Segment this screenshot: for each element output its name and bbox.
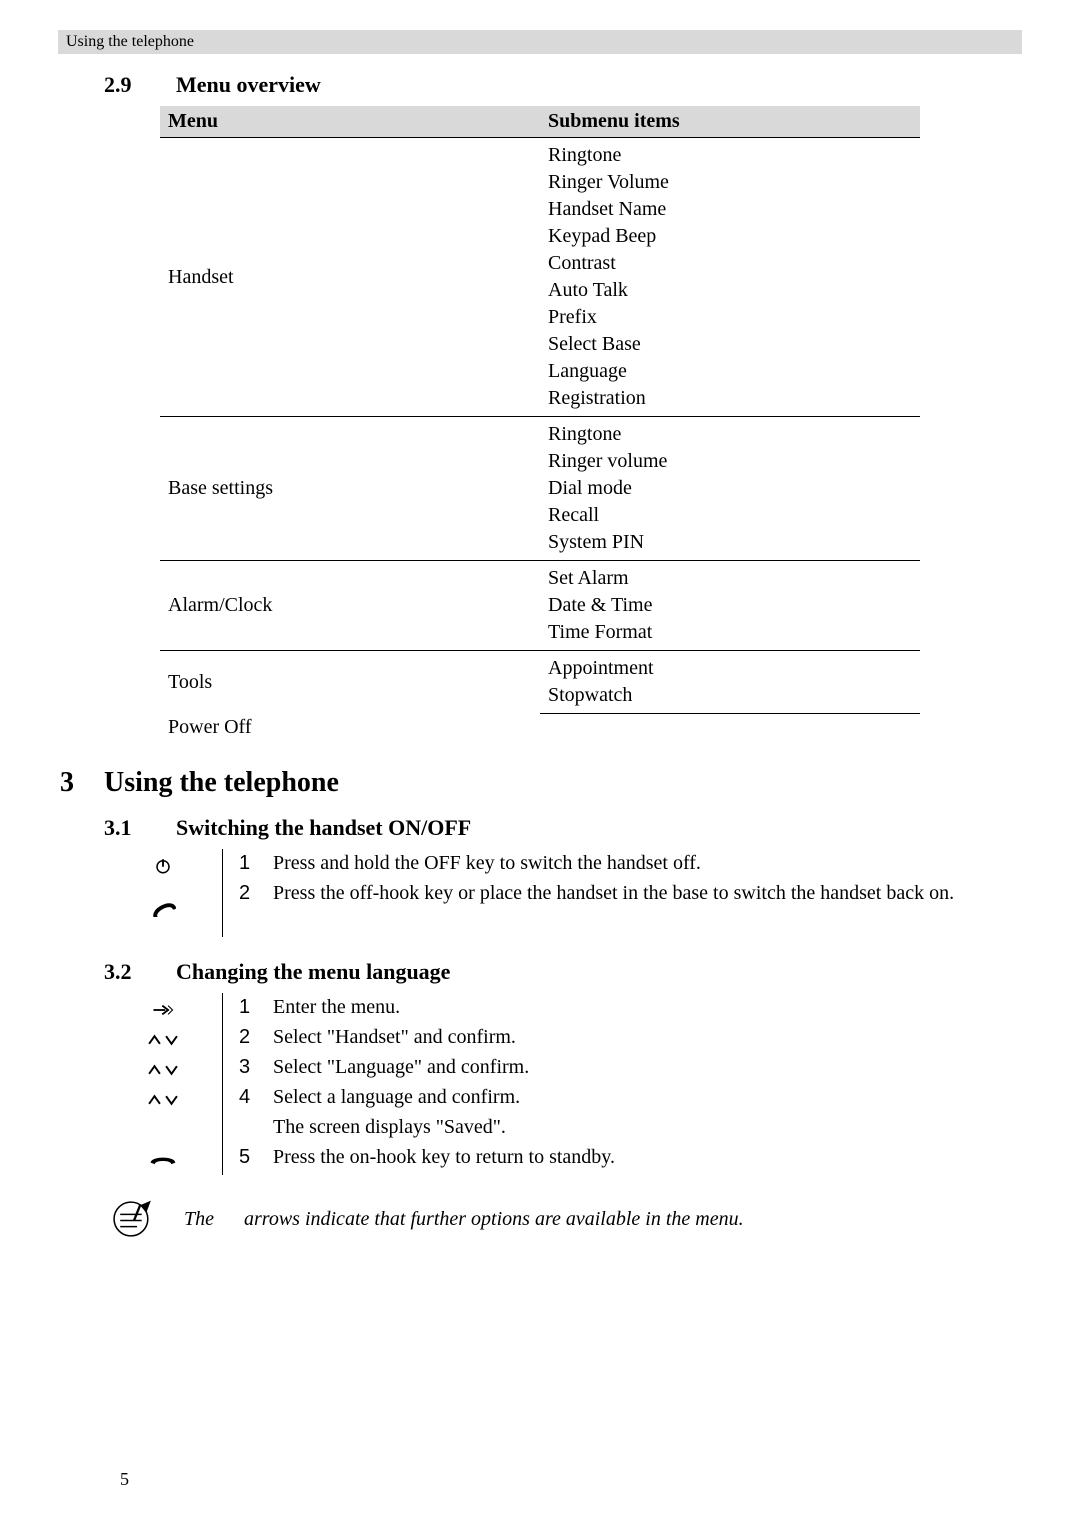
step-line: 2 Select "Handset" and confirm. [239, 1023, 1020, 1051]
power-icon [104, 851, 222, 881]
chapter-3-heading: 3 Using the telephone [60, 767, 1020, 799]
submenu-cell: Appointment Stopwatch [540, 651, 920, 714]
step-text: Select a language and confirm. [273, 1083, 1020, 1111]
section-2-9-heading: 2.9 Menu overview [104, 72, 1020, 98]
section-3-2-heading: 3.2 Changing the menu language [104, 959, 1020, 985]
note-block: The arrows indicate that further options… [104, 1199, 1020, 1239]
note-prefix: The [184, 1208, 214, 1230]
submenu-list: Ringtone Ringer volume Dial mode Recall … [548, 421, 912, 556]
step-line: 1 Press and hold the OFF key to switch t… [239, 849, 1020, 877]
table-row: Handset Ringtone Ringer Volume Handset N… [160, 138, 920, 417]
section-title: Changing the menu language [176, 959, 450, 985]
step-number: 2 [239, 879, 273, 907]
submenu-list: Ringtone Ringer Volume Handset Name Keyp… [548, 142, 912, 412]
step-number: 1 [239, 849, 273, 877]
step-line: 5 Press the on-hook key to return to sta… [239, 1143, 1020, 1171]
step-text: Press the on-hook key to return to stand… [273, 1143, 1020, 1171]
note-icon [104, 1199, 164, 1239]
col-menu-header: Menu [160, 106, 540, 138]
step-text: Enter the menu. [273, 993, 1020, 1021]
menu-overview-table: Menu Submenu items Handset Ringtone Ring… [160, 106, 920, 714]
page: Using the telephone 2.9 Menu overview Me… [60, 30, 1020, 1490]
step-line: 3 Select "Language" and confirm. [239, 1053, 1020, 1081]
step-text: Press the off-hook key or place the hand… [273, 879, 1020, 907]
spacer-icon [104, 1115, 222, 1145]
running-header: Using the telephone [58, 30, 1022, 54]
step-number: 1 [239, 993, 273, 1021]
note-rest: arrows indicate that further options are… [244, 1208, 744, 1230]
step-number: 3 [239, 1053, 273, 1081]
section-number: 3.1 [104, 815, 176, 841]
text-column: 1 Enter the menu. 2 Select "Handset" and… [222, 993, 1020, 1175]
text-column: 1 Press and hold the OFF key to switch t… [222, 849, 1020, 937]
table-row: Base settings Ringtone Ringer volume Dia… [160, 417, 920, 561]
page-number: 5 [120, 1469, 129, 1490]
steps-3-2: 1 Enter the menu. 2 Select "Handset" and… [104, 993, 1020, 1175]
step-number: 4 [239, 1083, 273, 1111]
submenu-cell: Ringtone Ringer volume Dial mode Recall … [540, 417, 920, 561]
step-line: 2 Press the off-hook key or place the ha… [239, 879, 1020, 907]
section-title: Switching the handset ON/OFF [176, 815, 471, 841]
menu-cell: Alarm/Clock [160, 561, 540, 651]
off-hook-icon [104, 881, 222, 937]
menu-cell: Tools [160, 651, 540, 714]
icon-column [104, 849, 222, 937]
step-text: Select "Language" and confirm. [273, 1053, 1020, 1081]
chapter-title: Using the telephone [104, 767, 339, 799]
step-line: 4 Select a language and confirm. [239, 1083, 1020, 1111]
steps-3-1: 1 Press and hold the OFF key to switch t… [104, 849, 1020, 937]
submenu-list: Set Alarm Date & Time Time Format [548, 565, 912, 646]
step-text: Select "Handset" and confirm. [273, 1023, 1020, 1051]
step-number: 2 [239, 1023, 273, 1051]
section-3-1-heading: 3.1 Switching the handset ON/OFF [104, 815, 1020, 841]
chapter-number: 3 [60, 767, 104, 799]
note-text: The arrows indicate that further options… [184, 1208, 744, 1231]
step-number [239, 1113, 273, 1141]
submenu-list: Appointment Stopwatch [548, 655, 912, 709]
menu-cell: Base settings [160, 417, 540, 561]
up-down-arrows-icon [104, 1085, 222, 1115]
col-submenu-header: Submenu items [540, 106, 920, 138]
table-header-row: Menu Submenu items [160, 106, 920, 138]
table-row: Tools Appointment Stopwatch [160, 651, 920, 714]
section-title: Menu overview [176, 72, 321, 98]
submenu-cell: Ringtone Ringer Volume Handset Name Keyp… [540, 138, 920, 417]
step-line: 1 Enter the menu. [239, 993, 1020, 1021]
on-hook-icon [104, 1145, 222, 1175]
power-off-label: Power Off [168, 716, 1020, 739]
up-down-arrows-icon [104, 1055, 222, 1085]
submenu-cell: Set Alarm Date & Time Time Format [540, 561, 920, 651]
menu-cell: Handset [160, 138, 540, 417]
section-number: 2.9 [104, 72, 176, 98]
step-line: The screen displays "Saved". [239, 1113, 1020, 1141]
saved-text: The screen displays "Saved". [273, 1113, 1020, 1141]
icon-column [104, 993, 222, 1175]
table-row: Alarm/Clock Set Alarm Date & Time Time F… [160, 561, 920, 651]
section-number: 3.2 [104, 959, 176, 985]
up-down-arrows-icon [104, 1025, 222, 1055]
step-text: Press and hold the OFF key to switch the… [273, 849, 1020, 877]
enter-menu-icon [104, 995, 222, 1025]
step-number: 5 [239, 1143, 273, 1171]
